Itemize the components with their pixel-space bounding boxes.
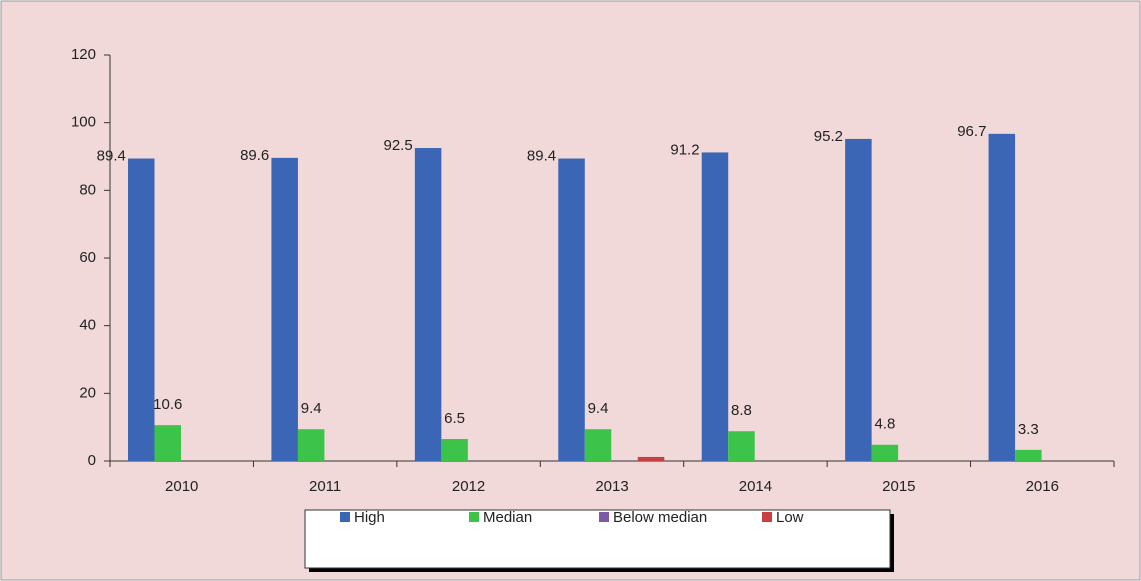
y-tick-label: 80 xyxy=(79,181,96,198)
data-label: 89.4 xyxy=(97,147,126,164)
data-label: 89.6 xyxy=(240,147,269,164)
bar xyxy=(584,429,612,461)
bar xyxy=(558,158,585,461)
y-tick-label: 100 xyxy=(71,114,96,131)
bar xyxy=(441,439,468,461)
bar xyxy=(988,133,1016,461)
data-label: 92.5 xyxy=(384,137,413,154)
y-tick-label: 20 xyxy=(79,384,96,401)
data-label: 91.2 xyxy=(670,141,699,158)
data-label: 4.8 xyxy=(874,416,895,433)
bar xyxy=(297,429,325,461)
data-label: 95.2 xyxy=(814,128,843,145)
x-tick-label: 2011 xyxy=(309,478,341,495)
legend-label: Low xyxy=(776,509,804,526)
data-label: 9.4 xyxy=(301,400,322,417)
data-label: 89.4 xyxy=(527,147,556,164)
data-label: 96.7 xyxy=(957,123,986,140)
x-tick-label: 2015 xyxy=(882,478,915,495)
y-tick-label: 0 xyxy=(88,452,96,469)
bar xyxy=(845,138,872,461)
data-label: 3.3 xyxy=(1018,421,1039,438)
bar xyxy=(728,431,755,461)
legend-label: Below median xyxy=(613,509,707,526)
y-tick-label: 120 xyxy=(71,46,96,63)
data-label: 10.6 xyxy=(153,396,182,413)
legend-label: High xyxy=(354,509,385,526)
bar xyxy=(128,158,155,461)
x-tick-label: 2016 xyxy=(1026,478,1059,495)
y-tick-label: 40 xyxy=(79,317,96,334)
y-tick-label: 60 xyxy=(79,249,96,266)
legend-swatch xyxy=(340,512,350,522)
data-label: 6.5 xyxy=(444,410,465,427)
legend-box xyxy=(304,509,891,569)
legend-swatch xyxy=(762,512,772,522)
bar xyxy=(271,157,298,461)
bar xyxy=(701,152,729,461)
bar xyxy=(414,148,442,461)
legend-swatch xyxy=(599,512,609,522)
bar xyxy=(154,425,181,461)
bar xyxy=(1015,449,1042,461)
data-label: 9.4 xyxy=(588,400,609,417)
data-label: 8.8 xyxy=(731,402,752,419)
bar xyxy=(871,444,899,461)
legend-swatch xyxy=(469,512,479,522)
x-tick-label: 2014 xyxy=(739,478,772,495)
legend-label: Median xyxy=(483,509,532,526)
x-tick-label: 2013 xyxy=(595,478,628,495)
bar xyxy=(637,456,665,461)
x-tick-label: 2010 xyxy=(165,478,198,495)
x-tick-label: 2012 xyxy=(452,478,485,495)
